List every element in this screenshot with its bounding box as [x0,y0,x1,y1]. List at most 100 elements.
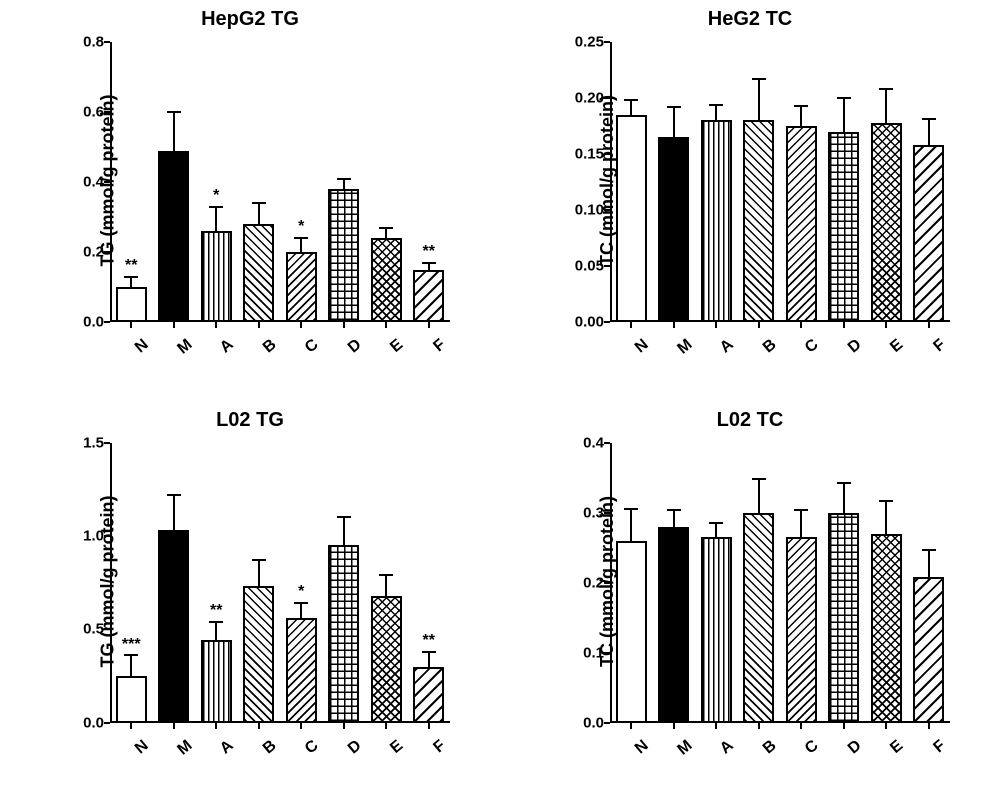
y-tick [104,41,110,43]
error-cap [667,106,681,108]
bar-A [701,120,732,322]
x-category-label: C [302,336,322,357]
error-cap [124,276,138,278]
y-tick-label: 0.2 [583,574,604,591]
error-cap [379,227,393,229]
x-category-label: C [302,737,322,758]
bar-slot [371,42,402,322]
bar-slot [786,42,817,322]
x-category-label: M [174,737,196,759]
error-bar [673,107,675,137]
x-category-label: A [217,336,237,357]
bar-slot: *** [116,443,147,723]
error-cap [794,509,808,511]
error-cap [624,99,638,101]
chart-title: HepG2 TG [0,8,500,31]
y-tick-label: 0.0 [83,714,104,731]
y-tick [604,97,610,99]
x-category-label: M [674,737,696,759]
y-tick-label: 0.00 [575,314,604,331]
plot-area: TC (mmol/g protein)0.000.050.100.150.200… [610,42,950,322]
x-tick [173,322,175,328]
bar-B [743,120,774,322]
bar-slot: ** [116,42,147,322]
y-tick-label: 0.4 [83,174,104,191]
error-bar [673,510,675,526]
panel-l02-tg: L02 TGTG (mmol/g protein)0.00.51.01.5***… [0,401,500,801]
bar-slot [913,443,944,723]
x-category-label: A [217,737,237,758]
error-bar [130,655,132,676]
bar-E [871,123,902,322]
x-category-label: M [174,336,196,358]
error-bar [258,560,260,586]
x-category-label: N [132,737,152,758]
bar-slot: ** [413,443,444,723]
x-category-label: E [387,737,407,758]
x-tick [928,723,930,729]
error-cap [922,118,936,120]
x-tick [673,322,675,328]
error-bar [385,575,387,596]
bar-B [743,513,774,723]
bar-C [786,537,817,723]
x-tick [215,322,217,328]
bar-E [871,534,902,723]
error-bar [885,501,887,533]
bar-slot [658,443,689,723]
bar-slot: * [201,42,232,322]
error-cap [709,104,723,106]
bar-slot [243,42,274,322]
x-tick [385,322,387,328]
error-bar [428,652,430,667]
y-tick-label: 1.5 [83,434,104,451]
error-cap [879,500,893,502]
y-tick-label: 0.05 [575,258,604,275]
y-tick-label: 0.0 [583,714,604,731]
bar-slot [701,42,732,322]
error-bar [800,106,802,126]
x-tick [715,322,717,328]
bar-slot [828,42,859,322]
bar-F [413,667,444,723]
error-bar [630,509,632,541]
error-cap [124,654,138,656]
x-tick [885,322,887,328]
bar-slot [871,443,902,723]
bar-slot [328,443,359,723]
bar-slot [871,42,902,322]
bar-M [658,527,689,723]
x-tick [215,723,217,729]
x-category-label: D [845,336,865,357]
error-cap [337,178,351,180]
error-cap [337,516,351,518]
chart-title: HeG2 TC [500,8,1000,31]
error-bar [173,495,175,530]
x-category-label: F [430,336,449,356]
bar-N [616,115,647,322]
plot-area: TG (mmol/g protein)0.00.20.40.60.8**NM*A… [110,42,450,322]
y-tick [104,535,110,537]
bar-slot [658,42,689,322]
x-tick [630,723,632,729]
y-tick [604,722,610,724]
x-tick [843,723,845,729]
bar-F [913,577,944,723]
x-category-label: B [260,336,280,357]
significance-marker: * [298,586,304,599]
bar-D [328,545,359,722]
y-tick [604,442,610,444]
y-tick [604,321,610,323]
x-tick [385,723,387,729]
y-tick [604,153,610,155]
x-tick [258,322,260,328]
x-tick [800,322,802,328]
bar-slot: ** [413,42,444,322]
x-tick [300,723,302,729]
panels-grid: HepG2 TG TG (mmol/g protein)0.00.20.40.60… [0,0,1000,801]
panel-hepg2-tg: HepG2 TG TG (mmol/g protein)0.00.20.40.60… [0,0,500,401]
bar-F [413,270,444,323]
x-tick [258,723,260,729]
error-cap [294,602,308,604]
x-category-label: B [760,737,780,758]
